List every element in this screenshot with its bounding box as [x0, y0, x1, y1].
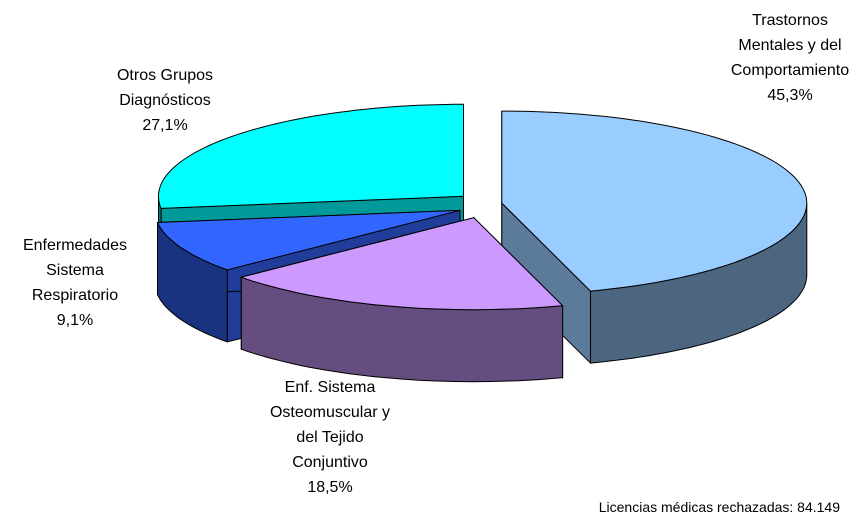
slice-top [158, 103, 464, 209]
value-label: 27,1% [142, 117, 187, 134]
slice-label: Respiratorio [32, 287, 118, 304]
slice [239, 216, 564, 383]
slice-label: Mentales y del [738, 37, 841, 54]
slice-label: Enfermedades [23, 237, 127, 254]
slice-label: del Tejido [296, 429, 363, 446]
slice-label: Osteomuscular y [270, 404, 390, 421]
slice-label: Diagnósticos [119, 92, 211, 109]
slice-label: Trastornos [752, 12, 828, 29]
slice-label: Comportamiento [731, 62, 849, 79]
slice-top [501, 110, 808, 292]
slice-top [239, 217, 564, 311]
value-label: 9,1% [57, 312, 93, 329]
value-label: 18,5% [307, 479, 352, 496]
slice [501, 110, 808, 365]
slice-label: Enf. Sistema [285, 379, 376, 396]
annotation: Licencias médicas rechazadas: 84.149 [599, 499, 840, 515]
value-label: 45,3% [767, 87, 812, 104]
slice-label: Conjuntivo [292, 454, 368, 471]
slice-label: Otros Grupos [117, 67, 213, 84]
slice-top [156, 209, 461, 271]
slice-label: Sistema [46, 262, 104, 279]
